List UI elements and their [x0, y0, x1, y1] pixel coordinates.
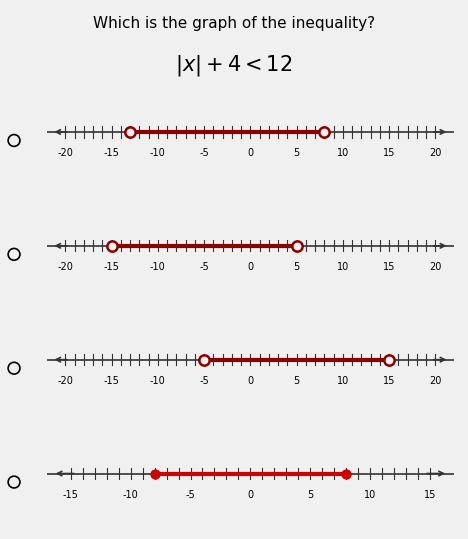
Text: -15: -15 [103, 376, 119, 386]
Text: $|x| + 4 < 12$: $|x| + 4 < 12$ [176, 53, 292, 78]
Text: 15: 15 [383, 262, 395, 272]
Text: -20: -20 [58, 262, 73, 272]
Text: -5: -5 [186, 490, 195, 500]
Text: 0: 0 [247, 148, 254, 158]
Text: -10: -10 [123, 490, 139, 500]
Point [200, 355, 208, 364]
Text: 20: 20 [429, 262, 442, 272]
Text: Which is the graph of the inequality?: Which is the graph of the inequality? [93, 16, 375, 31]
Text: -10: -10 [150, 262, 166, 272]
Text: 5: 5 [293, 148, 300, 158]
Point [108, 241, 115, 250]
Text: 0: 0 [247, 262, 254, 272]
Point [386, 355, 393, 364]
Text: 0: 0 [247, 376, 254, 386]
Text: 15: 15 [424, 490, 436, 500]
Point [293, 241, 300, 250]
Text: -15: -15 [103, 148, 119, 158]
Text: -20: -20 [58, 148, 73, 158]
Text: 15: 15 [383, 376, 395, 386]
Text: -10: -10 [150, 376, 166, 386]
Text: 20: 20 [429, 376, 442, 386]
Text: -5: -5 [199, 262, 209, 272]
Text: -5: -5 [199, 376, 209, 386]
Text: 15: 15 [383, 148, 395, 158]
Text: 5: 5 [293, 376, 300, 386]
Text: -15: -15 [63, 490, 79, 500]
Text: 0: 0 [247, 490, 254, 500]
Text: -20: -20 [58, 376, 73, 386]
Text: -15: -15 [103, 262, 119, 272]
Text: 5: 5 [307, 490, 314, 500]
Text: 10: 10 [337, 148, 349, 158]
Text: 20: 20 [429, 148, 442, 158]
Text: 10: 10 [337, 376, 349, 386]
Text: 10: 10 [364, 490, 376, 500]
Text: 5: 5 [293, 262, 300, 272]
Point [343, 469, 350, 478]
Text: -10: -10 [150, 148, 166, 158]
Point [126, 128, 134, 136]
Point [151, 469, 158, 478]
Text: -5: -5 [199, 148, 209, 158]
Point [321, 128, 328, 136]
Text: 10: 10 [337, 262, 349, 272]
